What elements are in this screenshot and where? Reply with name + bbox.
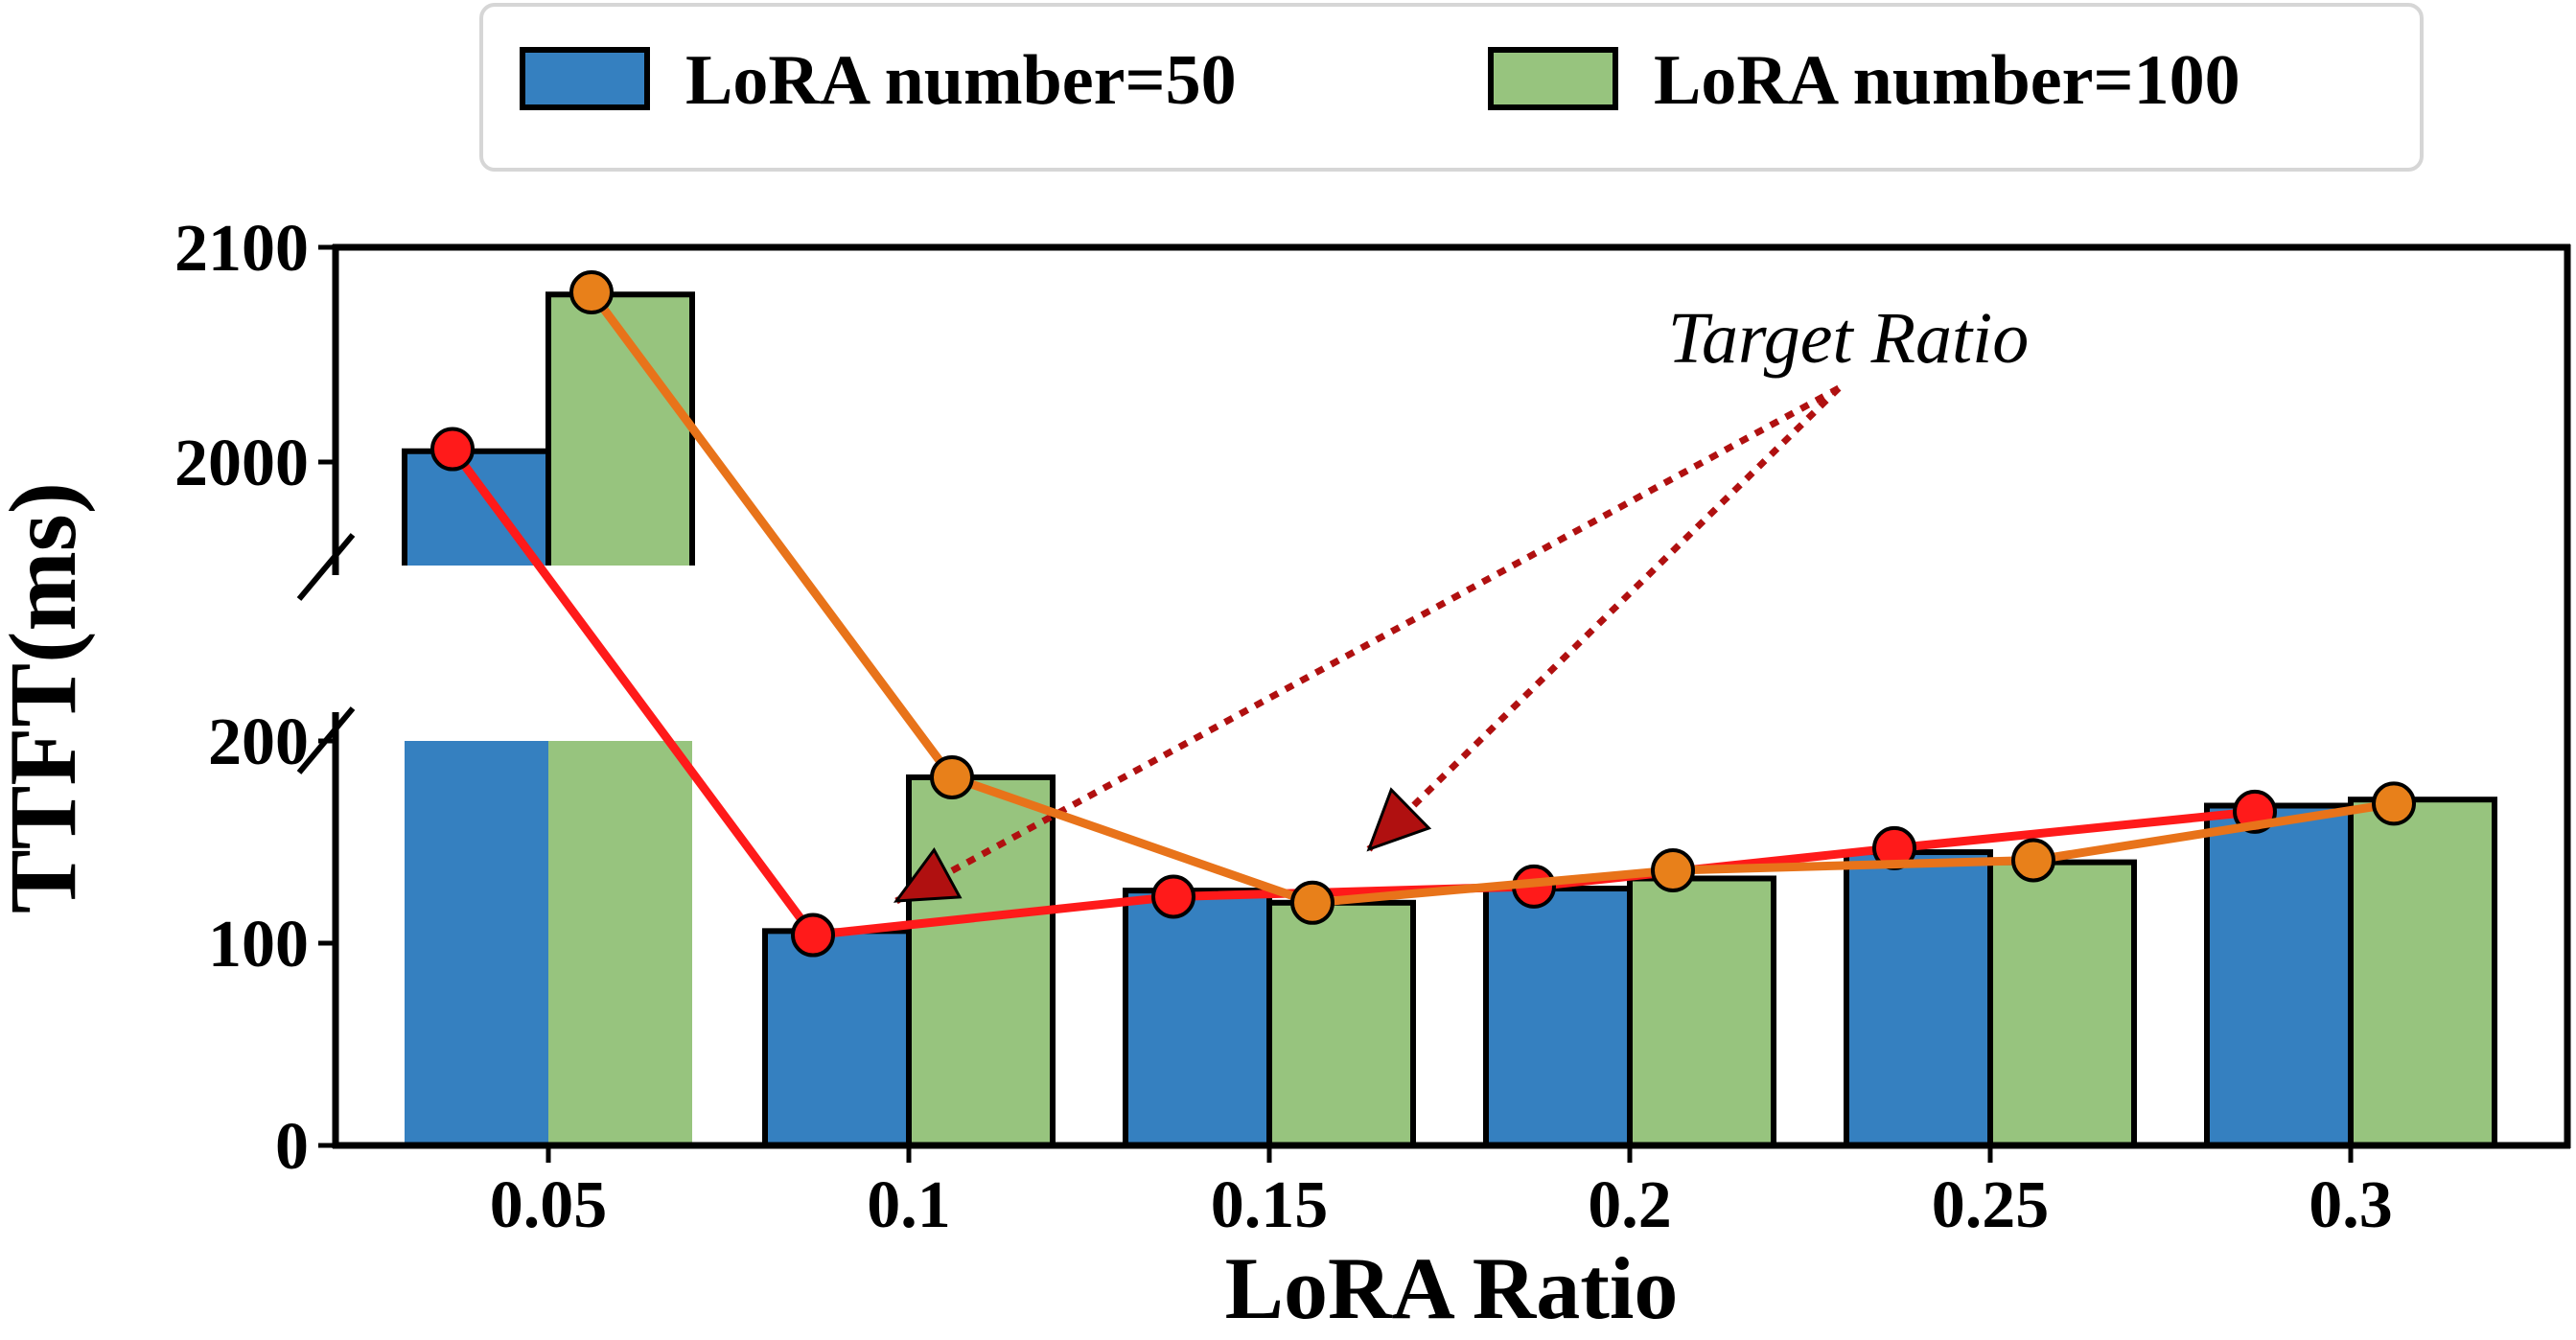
y-tick-label-0: 0 xyxy=(275,1110,309,1184)
marker-1-0.05 xyxy=(569,270,614,315)
annotation-arrowhead-0.15 xyxy=(1366,787,1432,852)
marker-0-0.1 xyxy=(791,913,835,958)
x-axis-label: LoRA Ratio xyxy=(1225,1239,1679,1335)
bar-1-2 xyxy=(1266,899,1416,1148)
bar-1-1 xyxy=(906,774,1056,1148)
legend-swatch-0 xyxy=(520,47,650,110)
bar-0-4 xyxy=(1844,849,1993,1148)
y-tick-label-200: 200 xyxy=(208,705,309,779)
annotation-arrow-line-0.15 xyxy=(1366,385,1842,852)
x-tick-label-0.15: 0.15 xyxy=(1211,1168,1329,1242)
bar-lower-0-0 xyxy=(405,741,548,1145)
legend-label-0: LoRA number=50 xyxy=(685,41,1237,120)
x-tick-label-0.25: 0.25 xyxy=(1932,1168,2050,1242)
y-axis-label: TTFT(ms) xyxy=(0,482,96,913)
bar-1-3 xyxy=(1627,875,1776,1148)
marker-1-0.3 xyxy=(2372,781,2416,826)
bar-1-5 xyxy=(2348,797,2497,1148)
bar-0-5 xyxy=(2204,802,2354,1149)
legend-swatch-1 xyxy=(1488,47,1618,110)
marker-0-0.05 xyxy=(430,427,475,472)
legend-box xyxy=(479,3,2424,172)
x-tick-label-0.2: 0.2 xyxy=(1588,1168,1672,1242)
line-series-1 xyxy=(588,289,2395,908)
marker-1-0.15 xyxy=(1290,880,1334,925)
annotation-arrow-line-0.1 xyxy=(894,384,1841,905)
marker-1-0.1 xyxy=(930,754,974,799)
line-series-0 xyxy=(449,446,2256,940)
bar-1-4 xyxy=(1987,859,2137,1148)
axis-break-mark-upper xyxy=(296,533,356,601)
y-tick-label-2100: 2100 xyxy=(174,212,309,286)
marker-0-0.15 xyxy=(1151,874,1195,919)
x-tick-label-0.05: 0.05 xyxy=(490,1168,608,1242)
bar-0-3 xyxy=(1483,886,1633,1149)
annotation-arrowhead-0.1 xyxy=(893,846,963,903)
bar-lower-1-0 xyxy=(548,741,692,1145)
bar-0-2 xyxy=(1123,888,1272,1148)
annotation-target-ratio: Target Ratio xyxy=(1668,298,2030,379)
x-tick-label-0.1: 0.1 xyxy=(867,1168,951,1242)
marker-1-0.2 xyxy=(1651,848,1695,893)
marker-1-0.25 xyxy=(2011,838,2055,883)
x-tick-label-0.3: 0.3 xyxy=(2309,1168,2393,1242)
y-tick-label-100: 100 xyxy=(208,908,309,982)
bar-0-1 xyxy=(762,928,912,1149)
legend-label-1: LoRA number=100 xyxy=(1654,41,2240,120)
y-tick-label-2000: 2000 xyxy=(174,427,309,500)
bar-upper-1-0 xyxy=(548,294,692,566)
